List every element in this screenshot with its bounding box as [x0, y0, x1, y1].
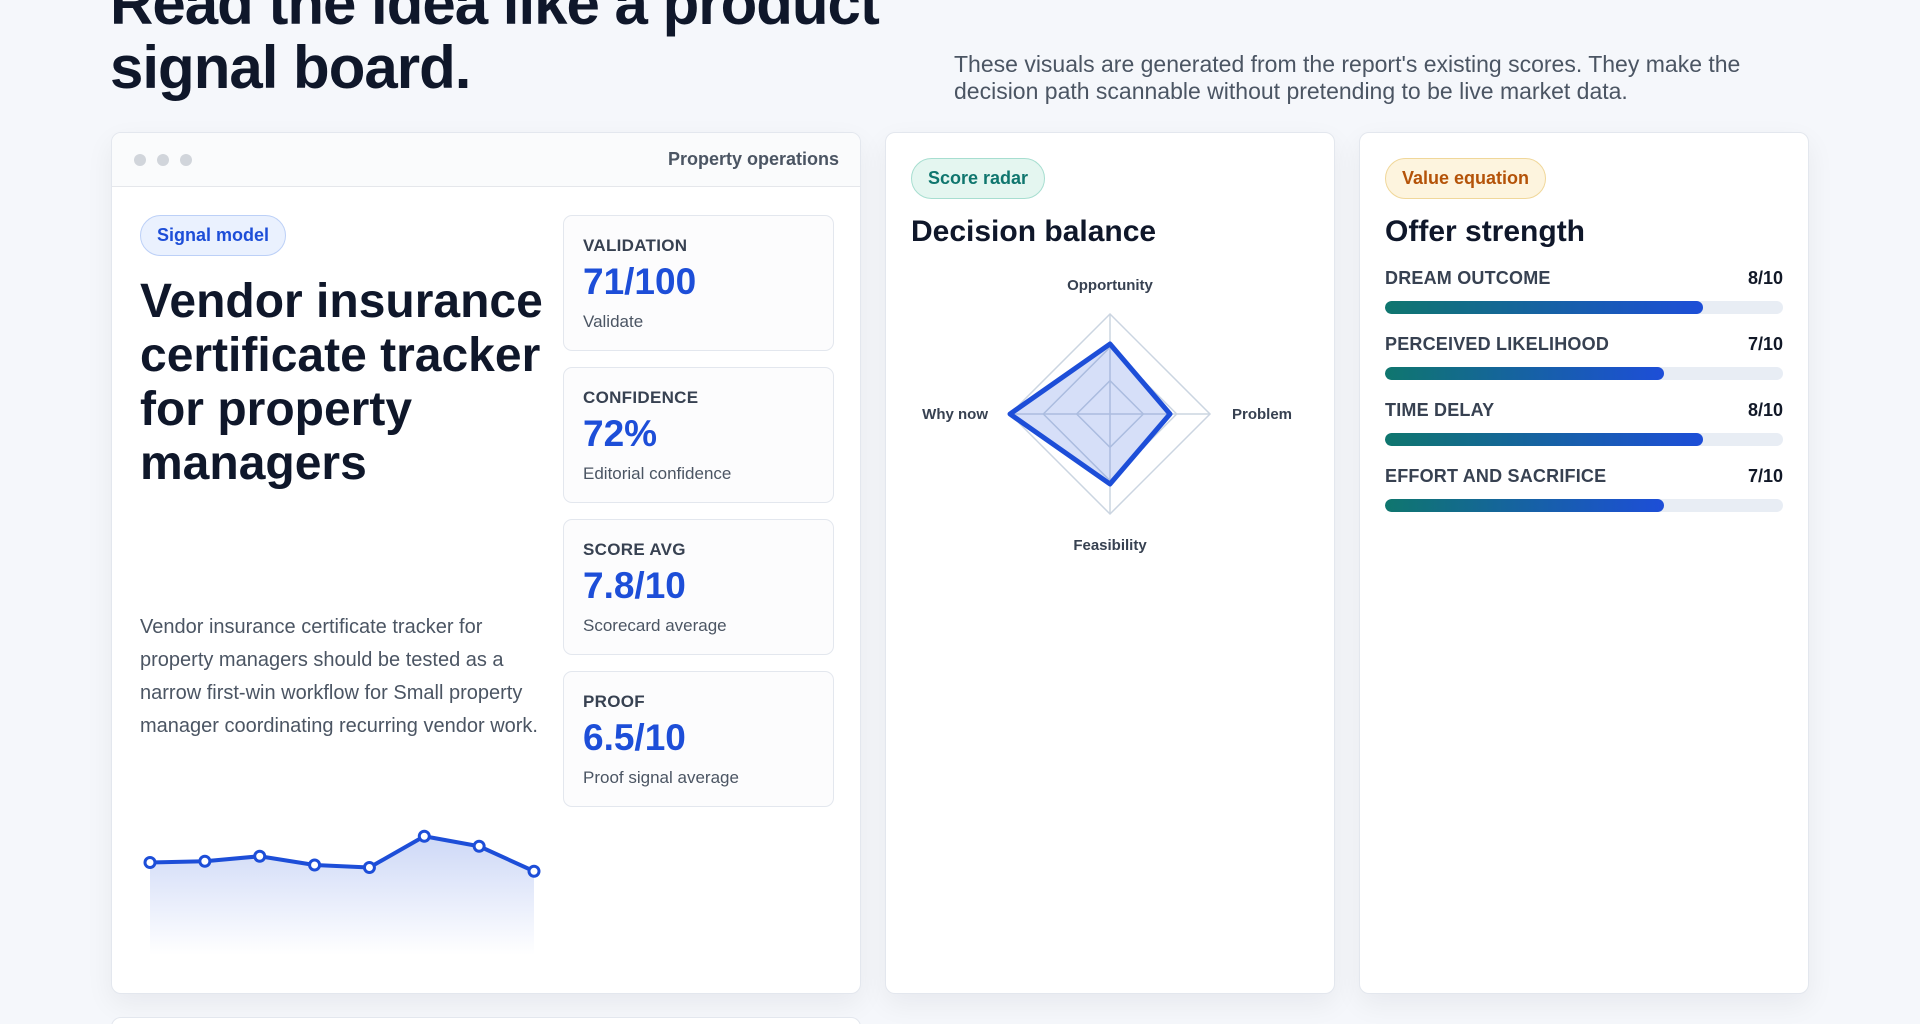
window-dot-icon: [157, 153, 169, 166]
next-section-card: [111, 1017, 861, 1024]
metric-caption: Editorial confidence: [583, 464, 732, 483]
bar-time-delay: TIME DELAY 8/10: [1385, 400, 1783, 446]
bar-score: 8/10: [1747, 400, 1783, 420]
value-equation-card: Value equation Offer strength DREAM OUTC…: [1359, 132, 1809, 994]
metric-label: CONFIDENCE: [583, 388, 699, 407]
bar-fill: [1385, 499, 1664, 512]
radar-axis-label: Problem: [1232, 406, 1292, 423]
window-dot-icon: [180, 153, 192, 166]
signal-model-card: Property operations Signal model Vendor …: [111, 132, 861, 994]
metric-caption: Scorecard average: [583, 616, 727, 635]
sparkline-point: [253, 849, 267, 863]
radar-axis-label: Feasibility: [1073, 537, 1147, 554]
signal-model-tag: Signal model: [140, 215, 287, 256]
bar-track: [1385, 433, 1783, 446]
bar-label: EFFORT AND SACRIFICE: [1385, 466, 1607, 486]
metric-label: PROOF: [583, 692, 645, 711]
metric-value: 7.8/10: [583, 565, 686, 606]
bar-perceived-likelihood: PERCEIVED LIKELIHOOD 7/10: [1385, 334, 1783, 380]
metric-validation: VALIDATION 71/100 Validate: [563, 215, 834, 351]
bar-dream-outcome: DREAM OUTCOME 8/10: [1385, 268, 1783, 314]
metric-caption: Proof signal average: [583, 768, 739, 787]
metric-label: VALIDATION: [583, 236, 688, 255]
radar-axis-label: Why now: [922, 406, 988, 423]
sparkline-point: [527, 864, 541, 878]
metric-caption: Validate: [583, 312, 644, 331]
bar-track: [1385, 367, 1783, 380]
offer-title: Offer strength: [1385, 215, 1586, 248]
decision-radar-chart: Opportunity Problem Feasibility Why now: [922, 277, 1292, 554]
bar-score: 8/10: [1747, 268, 1783, 288]
bar-fill: [1385, 433, 1704, 446]
bar-label: PERCEIVED LIKELIHOOD: [1385, 334, 1610, 354]
sparkline-point: [362, 861, 376, 874]
window-title: Property operations: [667, 149, 839, 169]
window-bar: Property operations: [112, 133, 860, 187]
radar-axis-label: Opportunity: [1067, 277, 1153, 294]
bar-track: [1385, 301, 1783, 314]
window-dot-icon: [134, 153, 146, 166]
bar-track: [1385, 499, 1783, 512]
score-radar-card: Score radar Decision balance Opportunity…: [885, 132, 1335, 994]
bar-fill: [1385, 301, 1704, 314]
metric-score-avg: SCORE AVG 7.8/10 Scorecard average: [563, 519, 834, 655]
radar-value-shape: [1007, 341, 1173, 487]
sparkline-point: [308, 858, 322, 872]
bar-label: DREAM OUTCOME: [1385, 268, 1551, 288]
sparkline-area: [150, 836, 534, 955]
bar-label: TIME DELAY: [1385, 400, 1495, 420]
bar-effort-and-sacrifice: EFFORT AND SACRIFICE 7/10: [1385, 466, 1783, 512]
metric-label: SCORE AVG: [583, 540, 686, 559]
sparkline-point: [472, 839, 486, 853]
sparkline-point: [198, 854, 212, 868]
sparkline-point: [417, 829, 431, 843]
score-radar-tag: Score radar: [911, 158, 1046, 199]
metric-value: 72%: [583, 413, 658, 454]
metric-confidence: CONFIDENCE 72% Editorial confidence: [563, 367, 834, 503]
radar-title: Decision balance: [911, 215, 1157, 248]
bar-fill: [1385, 367, 1664, 380]
metric-value: 71/100: [583, 261, 697, 302]
page-subtitle: These visuals are generated from the rep…: [954, 51, 1741, 104]
sparkline-point: [143, 856, 157, 869]
metric-value: 6.5/10: [583, 717, 686, 758]
signal-sparkline: [143, 829, 541, 955]
bar-score: 7/10: [1747, 466, 1783, 486]
page-title: Read the idea like a product signal boar…: [110, 0, 880, 101]
idea-title: Vendor insurance certificate tracker for…: [140, 275, 543, 490]
bar-score: 7/10: [1747, 334, 1783, 354]
value-equation-tag: Value equation: [1385, 158, 1547, 199]
metric-proof: PROOF 6.5/10 Proof signal average: [563, 671, 834, 807]
idea-description: Vendor insurance certificate tracker for…: [140, 616, 538, 737]
sparkline-line: [149, 834, 535, 874]
